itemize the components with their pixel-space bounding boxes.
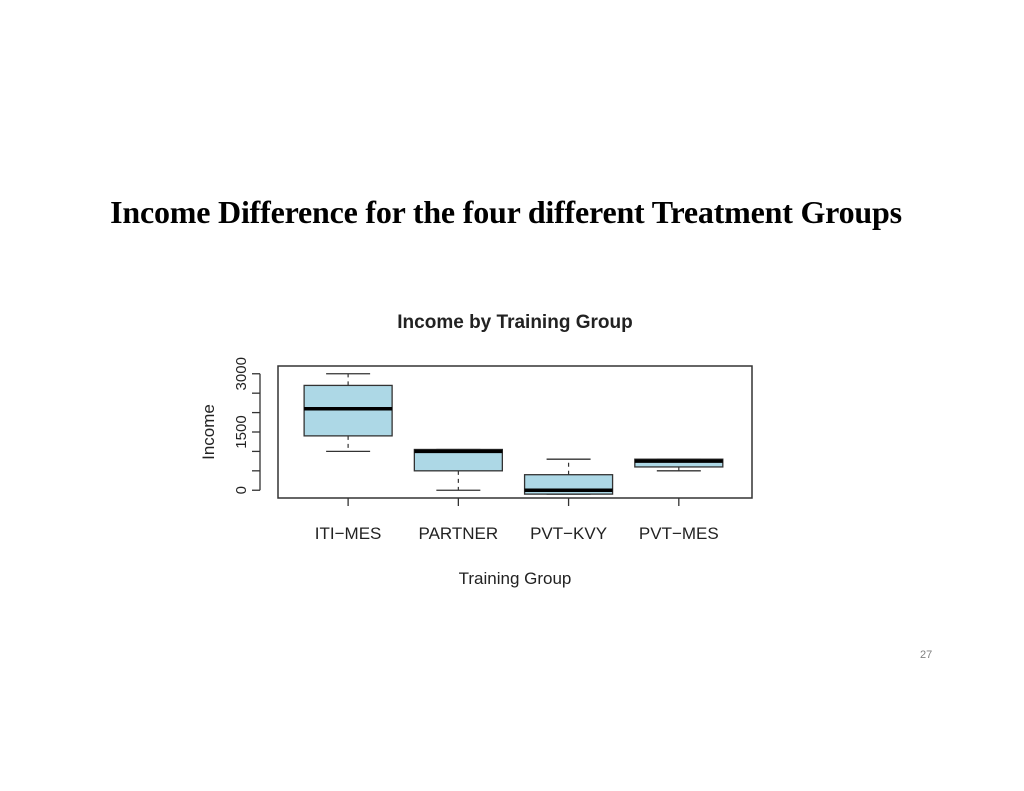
x-tick-label: PVT−KVY [530,524,607,543]
x-axis-label: Training Group [459,569,572,588]
iqr-box [634,458,724,468]
boxes [303,373,724,495]
box-2 [523,458,614,495]
x-tick-label: ITI−MES [315,524,382,543]
boxplot-chart: Income by Training Group 0 1500 3000 ITI−M… [199,312,753,588]
y-tick-label: 0 [233,486,250,494]
box-1 [413,448,503,491]
box-3 [634,458,724,472]
slide-title: Income Difference for the four different… [110,194,902,230]
chart-title: Income by Training Group [397,312,632,333]
page-number: 27 [920,649,933,661]
iqr-box [303,384,393,437]
x-tick-label: PARTNER [419,524,499,543]
y-axis-label: Income [199,404,218,460]
y-tick-label: 1500 [233,415,250,448]
iqr-box [413,448,503,472]
y-axis: 0 1500 3000 [233,357,261,494]
x-tick-label: PVT−MES [639,524,719,543]
plot-frame [277,365,753,499]
box-0 [303,373,393,453]
y-tick-label: 3000 [233,357,250,390]
x-axis-labels: ITI−MES PARTNER PVT−KVY PVT−MES [315,498,719,543]
